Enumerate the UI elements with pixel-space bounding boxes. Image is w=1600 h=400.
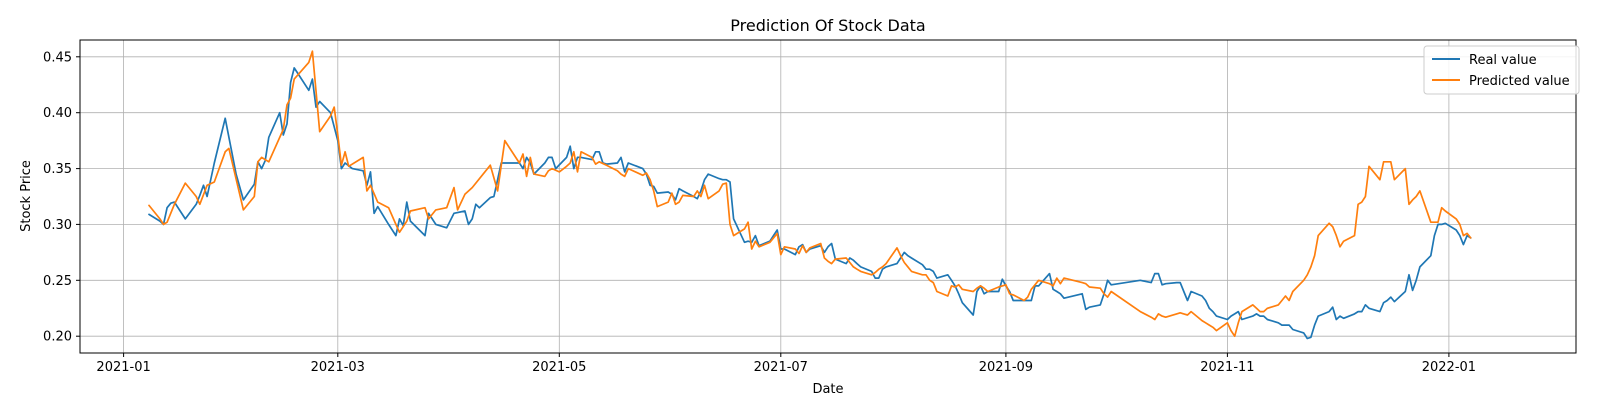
x-tick-label: 2021-05 bbox=[532, 360, 586, 375]
y-tick-label: 0.40 bbox=[43, 106, 72, 121]
y-tick-label: 0.20 bbox=[43, 330, 72, 345]
x-tick-label: 2021-01 bbox=[96, 360, 150, 375]
chart-title: Prediction Of Stock Data bbox=[730, 16, 925, 35]
legend-label-real-value: Real value bbox=[1469, 53, 1537, 68]
plot-area bbox=[80, 40, 1576, 353]
y-tick-label: 0.45 bbox=[43, 50, 72, 65]
x-tick-label: 2021-07 bbox=[754, 360, 808, 375]
x-axis-ticks: 2021-01 2021-03 2021-05 2021-07 2021-09 2021-… bbox=[96, 353, 1476, 375]
y-tick-label: 0.25 bbox=[43, 274, 72, 289]
x-tick-label: 2022-01 bbox=[1422, 360, 1476, 375]
plot-frame bbox=[79, 39, 1577, 354]
y-tick-label: 0.30 bbox=[43, 218, 72, 233]
y-axis-label: Stock Price bbox=[19, 160, 34, 232]
y-tick-label: 0.35 bbox=[43, 162, 72, 177]
x-tick-label: 2021-09 bbox=[979, 360, 1033, 375]
x-tick-label: 2021-03 bbox=[311, 360, 365, 375]
series-line-predicted-value bbox=[148, 50, 1472, 338]
legend-box bbox=[1423, 45, 1580, 95]
series-layer bbox=[148, 50, 1472, 340]
legend: Real value Predicted value bbox=[1423, 45, 1580, 95]
x-tick-label: 2021-11 bbox=[1200, 360, 1254, 375]
legend-label-predicted-value: Predicted value bbox=[1469, 74, 1570, 89]
y-axis-ticks: 0.20 0.25 0.30 0.35 0.40 0.45 bbox=[43, 50, 80, 345]
x-axis-label: Date bbox=[812, 382, 843, 397]
series-line-real-value bbox=[148, 67, 1472, 340]
